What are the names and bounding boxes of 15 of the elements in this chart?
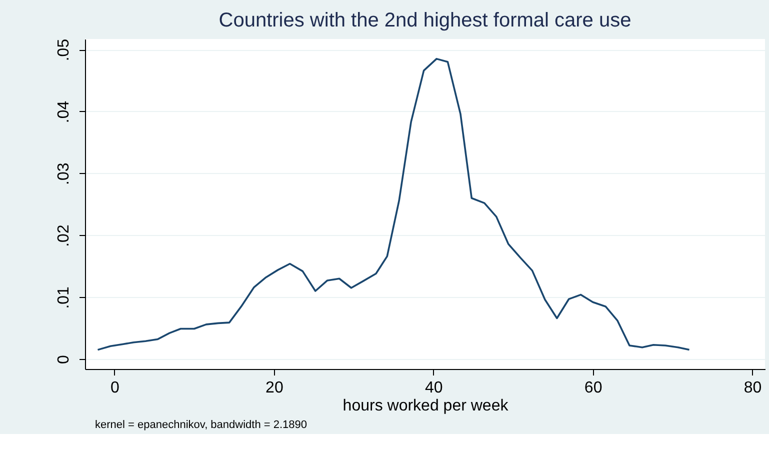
y-tick-label: .04 xyxy=(56,100,72,124)
y-tick-label: .02 xyxy=(56,224,72,247)
x-axis-title: hours worked per week xyxy=(342,398,510,414)
line-series xyxy=(96,58,690,351)
x-tick-label: 20 xyxy=(266,380,284,396)
x-tick-label: 40 xyxy=(424,380,443,396)
y-tick-label: .01 xyxy=(56,286,72,309)
y-tick-label: 0 xyxy=(56,355,72,364)
x-tick-label: 0 xyxy=(110,380,120,396)
x-tick-label: 80 xyxy=(744,380,762,396)
y-tick-label: .03 xyxy=(56,162,72,185)
chart-title: Countries with the 2nd highest formal care use xyxy=(218,9,632,32)
text: kernel = epanechnikov, bandwidth = 2.1890 xyxy=(95,419,308,431)
y-tick-label: .05 xyxy=(56,38,72,62)
x-tick-label: 60 xyxy=(584,380,602,396)
